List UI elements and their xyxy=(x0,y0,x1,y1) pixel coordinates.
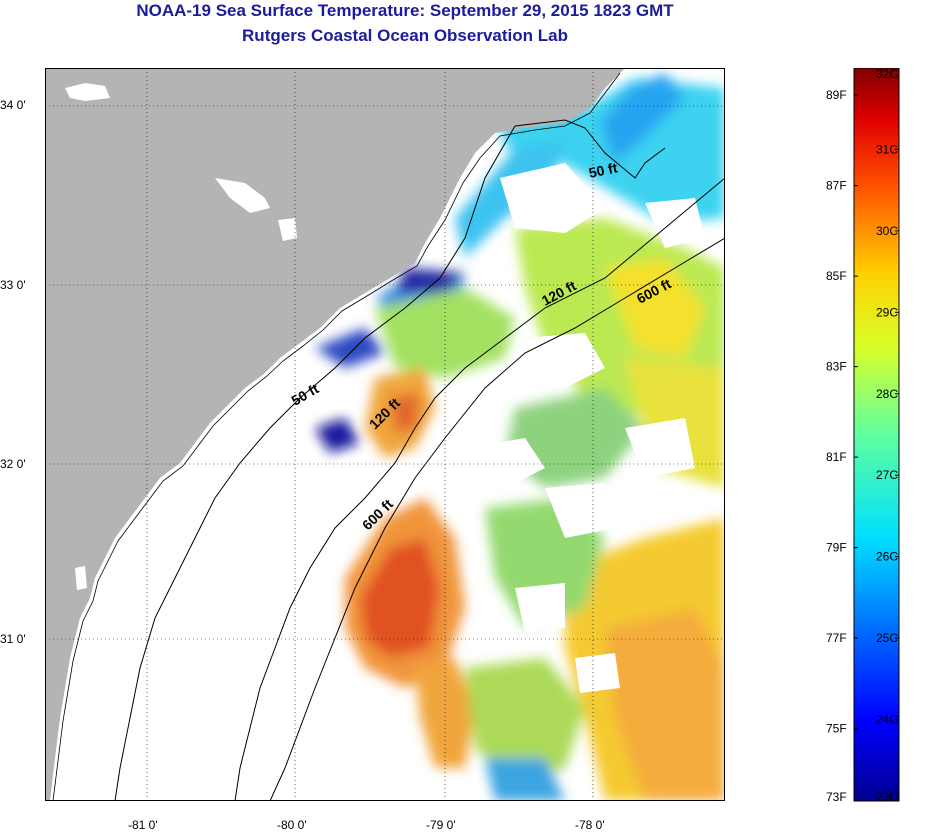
colorbar-c-label: 25C xyxy=(876,631,898,645)
land xyxy=(45,68,625,801)
colorbar-f-label: 75F xyxy=(826,722,847,736)
bathymetry-contours xyxy=(114,119,725,801)
colorbar-f-label: 89F xyxy=(826,88,847,102)
lon-label-79: -79 0' xyxy=(426,818,456,832)
colorbar-c-label: 32C xyxy=(876,68,898,81)
map-title: NOAA-19 Sea Surface Temperature: Septemb… xyxy=(136,1,674,20)
colorbar-c-label: 27C xyxy=(876,468,898,482)
colorbar-ramp xyxy=(853,68,900,802)
colorbar-c-label: 30C xyxy=(876,224,898,238)
colorbar-f-label: 79F xyxy=(826,541,847,555)
colorbar-c-label: 23C xyxy=(876,790,898,802)
colorbar-c-label: 29C xyxy=(876,305,898,319)
colorbar-f-label: 73F xyxy=(826,790,847,802)
contour-600ft xyxy=(269,237,725,801)
lon-label-78: -78 0' xyxy=(575,818,605,832)
colorbar-f-label: 87F xyxy=(826,179,847,193)
contour-120ft xyxy=(234,177,725,801)
colorbar-f-label: 85F xyxy=(826,269,847,283)
colorbar-f-label: 83F xyxy=(826,360,847,374)
lat-label-32: 32 0' xyxy=(0,457,26,471)
inland-lakes xyxy=(65,83,297,590)
map-subtitle: Rutgers Coastal Ocean Observation Lab xyxy=(242,26,568,45)
colorbar-f-label: 81F xyxy=(826,450,847,464)
colorbar-labels: 32C 31C 30C 29C 28C 27C 26C 25C 24C 23C 89F 87F 85F 8… xyxy=(826,68,899,802)
lon-label-81: -81 0' xyxy=(128,818,158,832)
coastline-detail xyxy=(52,72,621,801)
colorbar-c-label: 26C xyxy=(876,550,898,564)
contour-label-50ft-north: 50 ft xyxy=(587,159,619,181)
colorbar-c-label: 31C xyxy=(876,142,898,156)
colorbar-c-label: 24C xyxy=(876,713,898,727)
colorbar-c-label: 28C xyxy=(876,387,898,401)
lat-label-34: 34 0' xyxy=(0,98,26,112)
map-frame xyxy=(45,68,725,801)
colorbar: 32C 31C 30C 29C 28C 27C 26C 25C 24C 23C 89F 87F 85F 8… xyxy=(826,68,900,802)
contour-50ft xyxy=(114,119,666,801)
lat-label-33: 33 0' xyxy=(0,278,26,292)
colorbar-f-label: 77F xyxy=(826,631,847,645)
sst-map: 50 ft 120 ft 600 ft 50 ft 120 ft 600 ft xyxy=(45,68,725,801)
cloud-patches xyxy=(465,163,705,693)
lon-label-80: -80 0' xyxy=(277,818,307,832)
graticule xyxy=(45,68,725,801)
lat-label-31: 31 0' xyxy=(0,632,26,646)
